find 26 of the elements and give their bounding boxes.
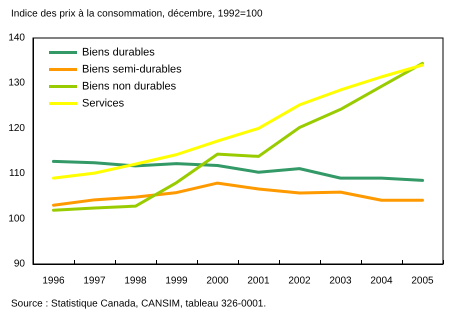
x-tick-label: 2001 <box>247 276 270 286</box>
x-tick-label: 1999 <box>165 276 188 286</box>
legend-label: Biens non durables <box>82 80 177 92</box>
line-series <box>52 160 424 182</box>
x-tick-label: 2000 <box>206 276 230 286</box>
x-tick-label: 1996 <box>42 276 66 286</box>
y-tick-label: 140 <box>8 32 26 44</box>
chart-title: Indice des prix à la consommation, décembre, 1992=100 <box>11 8 263 20</box>
line-series <box>52 62 424 212</box>
legend-label: Biens semi-durables <box>82 64 182 76</box>
y-tick-label: 100 <box>8 213 26 224</box>
source-note: Source : Statistique Canada, CANSIM, tableau 326-0001. <box>11 298 266 310</box>
line-series <box>52 64 424 180</box>
legend-label: Biens durables <box>82 46 156 58</box>
x-tick-label: 2004 <box>370 276 394 286</box>
x-tick-label: 1998 <box>124 276 148 286</box>
y-tick-label: 130 <box>8 78 26 89</box>
x-tick-label: 1997 <box>83 276 106 286</box>
x-tick-label: 2003 <box>329 276 352 286</box>
y-tick-label: 110 <box>9 168 26 180</box>
legend-label: Services <box>82 98 125 110</box>
y-tick-label: 120 <box>8 122 26 134</box>
x-tick-label: 2002 <box>288 276 312 286</box>
line-series <box>52 182 424 207</box>
x-tick-label: 2005 <box>411 276 434 286</box>
y-tick-label: 90 <box>14 258 26 270</box>
